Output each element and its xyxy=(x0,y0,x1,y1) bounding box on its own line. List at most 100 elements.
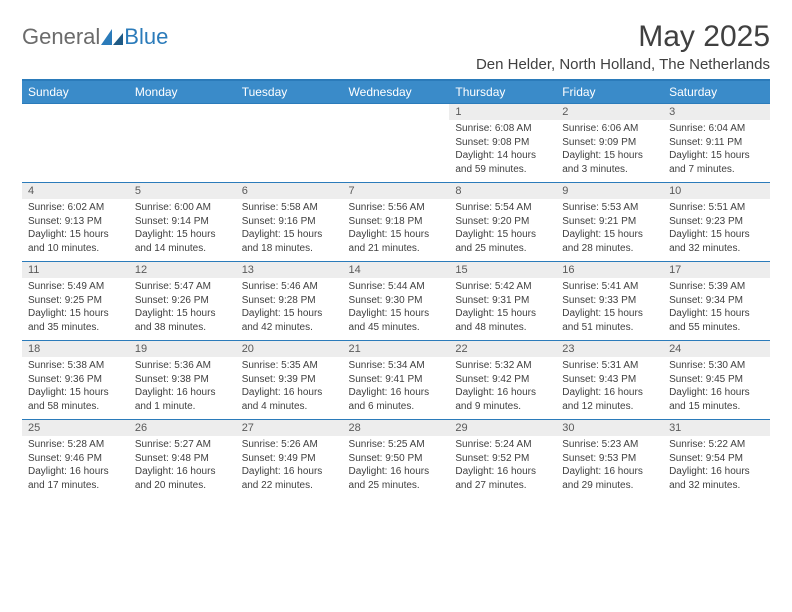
sunrise-line: Sunrise: 5:28 AM xyxy=(28,438,123,452)
day-number-row: 18192021222324 xyxy=(22,341,770,358)
sunset-line: Sunset: 9:52 PM xyxy=(455,452,550,466)
day-number-cell: 25 xyxy=(22,420,129,437)
day-detail-cell: Sunrise: 5:31 AMSunset: 9:43 PMDaylight:… xyxy=(556,357,663,420)
sunrise-line: Sunrise: 6:00 AM xyxy=(135,201,230,215)
daylight-line: Daylight: 15 hours and 42 minutes. xyxy=(242,307,337,334)
day-detail-cell: Sunrise: 5:36 AMSunset: 9:38 PMDaylight:… xyxy=(129,357,236,420)
brand-part1: General xyxy=(22,24,100,50)
day-detail-cell: Sunrise: 5:26 AMSunset: 9:49 PMDaylight:… xyxy=(236,436,343,498)
sunrise-line: Sunrise: 5:53 AM xyxy=(562,201,657,215)
day-detail-row: Sunrise: 5:49 AMSunset: 9:25 PMDaylight:… xyxy=(22,278,770,341)
day-number-cell: 21 xyxy=(343,341,450,358)
day-detail-cell: Sunrise: 5:30 AMSunset: 9:45 PMDaylight:… xyxy=(663,357,770,420)
day-number-cell: 14 xyxy=(343,262,450,279)
sunrise-line: Sunrise: 6:06 AM xyxy=(562,122,657,136)
day-number-cell: 22 xyxy=(449,341,556,358)
daylight-line: Daylight: 15 hours and 51 minutes. xyxy=(562,307,657,334)
day-number-cell: 30 xyxy=(556,420,663,437)
calendar-body: 123Sunrise: 6:08 AMSunset: 9:08 PMDaylig… xyxy=(22,104,770,499)
day-detail-cell: Sunrise: 5:42 AMSunset: 9:31 PMDaylight:… xyxy=(449,278,556,341)
day-detail-cell: Sunrise: 5:23 AMSunset: 9:53 PMDaylight:… xyxy=(556,436,663,498)
sunrise-line: Sunrise: 5:58 AM xyxy=(242,201,337,215)
daylight-line: Daylight: 16 hours and 27 minutes. xyxy=(455,465,550,492)
sunset-line: Sunset: 9:18 PM xyxy=(349,215,444,229)
weekday-header: Monday xyxy=(129,80,236,104)
sunrise-line: Sunrise: 5:36 AM xyxy=(135,359,230,373)
weekday-header: Tuesday xyxy=(236,80,343,104)
day-number-cell xyxy=(22,104,129,121)
sunset-line: Sunset: 9:43 PM xyxy=(562,373,657,387)
day-number-cell xyxy=(343,104,450,121)
sunrise-line: Sunrise: 5:54 AM xyxy=(455,201,550,215)
weekday-header: Sunday xyxy=(22,80,129,104)
sunset-line: Sunset: 9:54 PM xyxy=(669,452,764,466)
day-number-row: 123 xyxy=(22,104,770,121)
day-number-cell: 13 xyxy=(236,262,343,279)
sunset-line: Sunset: 9:34 PM xyxy=(669,294,764,308)
sunset-line: Sunset: 9:50 PM xyxy=(349,452,444,466)
daylight-line: Daylight: 15 hours and 25 minutes. xyxy=(455,228,550,255)
day-detail-cell: Sunrise: 5:38 AMSunset: 9:36 PMDaylight:… xyxy=(22,357,129,420)
sunrise-line: Sunrise: 5:23 AM xyxy=(562,438,657,452)
daylight-line: Daylight: 15 hours and 3 minutes. xyxy=(562,149,657,176)
day-detail-cell: Sunrise: 5:58 AMSunset: 9:16 PMDaylight:… xyxy=(236,199,343,262)
sunrise-line: Sunrise: 5:22 AM xyxy=(669,438,764,452)
day-detail-cell: Sunrise: 5:41 AMSunset: 9:33 PMDaylight:… xyxy=(556,278,663,341)
day-number-cell: 24 xyxy=(663,341,770,358)
sunrise-line: Sunrise: 5:27 AM xyxy=(135,438,230,452)
daylight-line: Daylight: 16 hours and 4 minutes. xyxy=(242,386,337,413)
daylight-line: Daylight: 15 hours and 48 minutes. xyxy=(455,307,550,334)
sunrise-line: Sunrise: 5:25 AM xyxy=(349,438,444,452)
sunrise-line: Sunrise: 5:26 AM xyxy=(242,438,337,452)
day-number-row: 25262728293031 xyxy=(22,420,770,437)
day-number-cell: 16 xyxy=(556,262,663,279)
day-detail-cell xyxy=(129,120,236,183)
day-number-cell: 2 xyxy=(556,104,663,121)
day-number-cell: 19 xyxy=(129,341,236,358)
day-number-cell: 18 xyxy=(22,341,129,358)
weekday-header: Saturday xyxy=(663,80,770,104)
daylight-line: Daylight: 15 hours and 28 minutes. xyxy=(562,228,657,255)
daylight-line: Daylight: 15 hours and 45 minutes. xyxy=(349,307,444,334)
daylight-line: Daylight: 16 hours and 6 minutes. xyxy=(349,386,444,413)
daylight-line: Daylight: 16 hours and 17 minutes. xyxy=(28,465,123,492)
sunset-line: Sunset: 9:53 PM xyxy=(562,452,657,466)
weekday-header: Thursday xyxy=(449,80,556,104)
sunset-line: Sunset: 9:48 PM xyxy=(135,452,230,466)
daylight-line: Daylight: 14 hours and 59 minutes. xyxy=(455,149,550,176)
day-number-cell: 23 xyxy=(556,341,663,358)
sunset-line: Sunset: 9:49 PM xyxy=(242,452,337,466)
day-number-cell: 4 xyxy=(22,183,129,200)
day-detail-cell: Sunrise: 5:44 AMSunset: 9:30 PMDaylight:… xyxy=(343,278,450,341)
day-detail-cell xyxy=(343,120,450,183)
daylight-line: Daylight: 16 hours and 20 minutes. xyxy=(135,465,230,492)
day-number-cell: 6 xyxy=(236,183,343,200)
day-number-cell: 8 xyxy=(449,183,556,200)
sunrise-line: Sunrise: 5:31 AM xyxy=(562,359,657,373)
day-detail-cell: Sunrise: 5:54 AMSunset: 9:20 PMDaylight:… xyxy=(449,199,556,262)
sunset-line: Sunset: 9:42 PM xyxy=(455,373,550,387)
sunrise-line: Sunrise: 5:56 AM xyxy=(349,201,444,215)
daylight-line: Daylight: 15 hours and 55 minutes. xyxy=(669,307,764,334)
day-detail-cell: Sunrise: 5:35 AMSunset: 9:39 PMDaylight:… xyxy=(236,357,343,420)
day-detail-cell: Sunrise: 6:04 AMSunset: 9:11 PMDaylight:… xyxy=(663,120,770,183)
day-detail-row: Sunrise: 6:02 AMSunset: 9:13 PMDaylight:… xyxy=(22,199,770,262)
day-detail-cell: Sunrise: 5:32 AMSunset: 9:42 PMDaylight:… xyxy=(449,357,556,420)
daylight-line: Daylight: 16 hours and 25 minutes. xyxy=(349,465,444,492)
sunset-line: Sunset: 9:11 PM xyxy=(669,136,764,150)
sunset-line: Sunset: 9:09 PM xyxy=(562,136,657,150)
day-detail-row: Sunrise: 5:28 AMSunset: 9:46 PMDaylight:… xyxy=(22,436,770,498)
sunset-line: Sunset: 9:38 PM xyxy=(135,373,230,387)
sunset-line: Sunset: 9:23 PM xyxy=(669,215,764,229)
sunrise-line: Sunrise: 5:46 AM xyxy=(242,280,337,294)
day-detail-cell: Sunrise: 5:56 AMSunset: 9:18 PMDaylight:… xyxy=(343,199,450,262)
day-detail-cell: Sunrise: 5:25 AMSunset: 9:50 PMDaylight:… xyxy=(343,436,450,498)
day-number-cell: 10 xyxy=(663,183,770,200)
sunrise-line: Sunrise: 5:30 AM xyxy=(669,359,764,373)
weekday-header: Wednesday xyxy=(343,80,450,104)
day-detail-cell xyxy=(236,120,343,183)
brand-logo: General Blue xyxy=(22,24,168,50)
sunset-line: Sunset: 9:45 PM xyxy=(669,373,764,387)
day-detail-cell: Sunrise: 5:49 AMSunset: 9:25 PMDaylight:… xyxy=(22,278,129,341)
sunrise-line: Sunrise: 5:24 AM xyxy=(455,438,550,452)
